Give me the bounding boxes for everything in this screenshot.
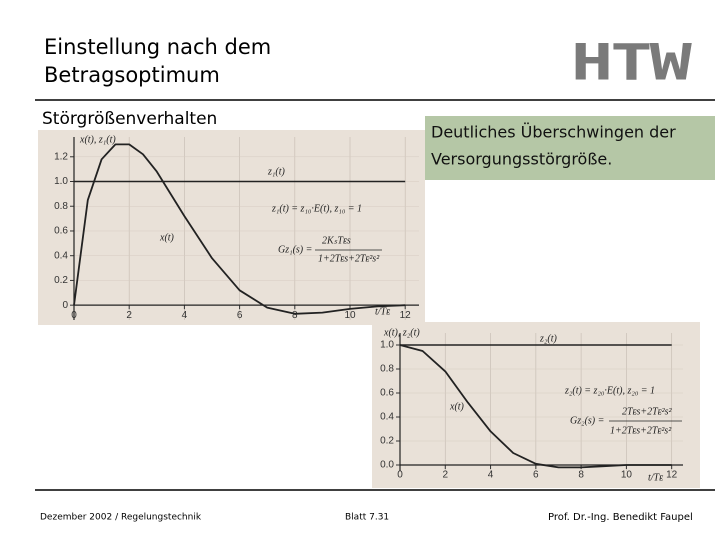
annotation: 1+2Tᴇs+2Tᴇ²s² [318, 253, 380, 264]
callout-text: Deutliches Überschwingen der [431, 123, 676, 142]
x-tick-label: 2 [442, 470, 448, 481]
x-tick-label: 12 [400, 310, 412, 321]
y-tick-label: 1.0 [380, 340, 394, 351]
y-tick-label: 0.6 [380, 388, 394, 399]
y-tick-label: 0.2 [54, 275, 68, 286]
logo: HTW [571, 34, 693, 92]
x-tick-label: 10 [621, 470, 633, 481]
x-tick-label: 10 [344, 310, 356, 321]
x-tick-label: 8 [578, 470, 584, 481]
callout-text: Versorgungsstörgröße. [431, 150, 612, 169]
annotation: 2KₛTᴇs [322, 235, 351, 246]
series-line [73, 143, 406, 315]
annotation: z₂(t) = z₂₀·E(t), z₂₀ = 1 [564, 385, 655, 396]
annotation: Gz₂(s) = [570, 415, 604, 426]
y-tick-label: 0.8 [380, 364, 394, 375]
x-axis-label: t/Tᴇ [375, 306, 390, 317]
y-tick-label: 0 [62, 300, 68, 311]
annotation: Gz₁(s) = [278, 244, 312, 255]
series-label: x(t) [449, 401, 465, 412]
annotation: 2Tᴇs+2Tᴇ²s² [622, 406, 672, 417]
y-tick-label: 0.4 [54, 250, 68, 261]
title-line: Einstellung nach dem [44, 35, 271, 59]
x-tick-label: 0 [397, 470, 403, 481]
x-tick-label: 6 [237, 310, 243, 321]
title-line: Betragsoptimum [44, 63, 220, 87]
x-tick-label: 12 [666, 470, 678, 481]
y-axis-label: x(t), z₂(t) [383, 327, 420, 338]
footer-center: Blatt 7.31 [345, 513, 389, 523]
y-tick-label: 0.0 [380, 460, 394, 471]
series-label: x(t) [159, 232, 175, 243]
chart-background [38, 130, 425, 325]
series-label: z₂(t) [539, 333, 557, 344]
y-tick-label: 1.0 [54, 176, 68, 187]
plots: 0 2 4 6 8 10 12 0 0.2 0.4 0.6 0.8 1.0 1.2 x(t) z₁(t) x(t… [54, 134, 683, 483]
x-tick-label: 8 [292, 310, 298, 321]
y-tick-label: 0.2 [380, 436, 394, 447]
y-tick-label: 1.2 [54, 151, 68, 162]
y-axis-label: x(t), z₁(t) [79, 134, 116, 145]
subtitle: Störgrößenverhalten [42, 109, 217, 129]
x-tick-label: 4 [488, 470, 494, 481]
footer-right: Prof. Dr.-Ing. Benedikt Faupel [548, 512, 693, 523]
x-tick-label: 6 [533, 470, 539, 481]
annotation: 1+2Tᴇs+2Tᴇ²s² [610, 425, 672, 436]
y-tick-label: 0.6 [54, 226, 68, 237]
x-axis-label: t/Tᴇ [648, 472, 663, 483]
series-label: z₁(t) [267, 166, 285, 177]
annotation: z₁(t) = z₁₀·E(t), z₁₀ = 1 [271, 203, 362, 214]
x-tick-label: 2 [126, 310, 132, 321]
x-tick-label: 4 [182, 310, 188, 321]
y-tick-label: 0.4 [380, 412, 394, 423]
series-line [399, 344, 672, 469]
y-tick-label: 0.8 [54, 201, 68, 212]
footer-left: Dezember 2002 / Regelungstechnik [40, 513, 202, 523]
callout-box [425, 116, 715, 180]
